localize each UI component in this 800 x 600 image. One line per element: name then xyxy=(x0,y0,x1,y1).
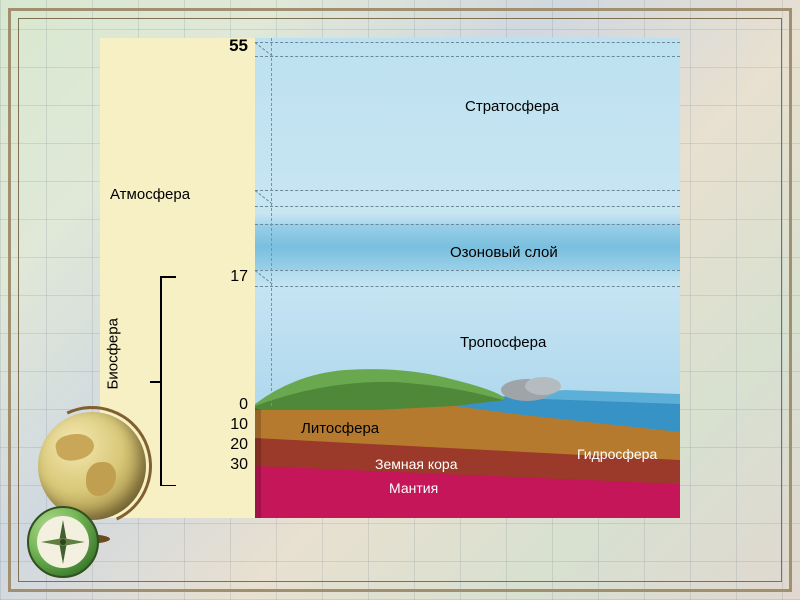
hydrosphere-label: Гидросфера xyxy=(577,446,657,462)
biosphere-label: Биосфера xyxy=(105,318,122,389)
dash-ozone-lower-back xyxy=(255,270,680,271)
dash-strat-top-front xyxy=(255,56,680,57)
compass-decoration xyxy=(27,506,99,578)
compass-face xyxy=(37,516,89,568)
layers-visual-panel: Стратосфера Озоновый слой Тропосфера xyxy=(255,38,680,518)
lithosphere-label: Литосфера xyxy=(301,420,379,437)
stratosphere-label: Стратосфера xyxy=(465,98,559,115)
atmosphere-label: Атмосфера xyxy=(110,186,190,203)
biosphere-bracket xyxy=(160,276,176,486)
compass-rose-icon xyxy=(37,516,89,568)
vertical-3d-axis xyxy=(271,38,273,406)
earth-layers-diagram: 55 Атмосфера 17 0 10 20 30 Биосфера Стра… xyxy=(100,38,680,518)
earth-cross-section xyxy=(255,366,680,518)
dash-ozone-upper-back xyxy=(255,190,680,191)
altitude-17: 17 xyxy=(218,268,248,286)
altitude-30: 30 xyxy=(218,456,248,474)
globe-continent-2 xyxy=(86,462,116,496)
altitude-0: 0 xyxy=(218,396,248,414)
mantle-label: Мантия xyxy=(389,480,438,496)
globe-sphere xyxy=(38,412,146,520)
dash-ozone-mid1 xyxy=(255,224,680,225)
dash-ozone-lower-front xyxy=(255,286,680,287)
ozone-label: Озоновый слой xyxy=(450,244,558,261)
dash-ozone-upper-front xyxy=(255,206,680,207)
dash-strat-top-back xyxy=(255,42,680,43)
crust-label: Земная кора xyxy=(375,456,458,472)
troposphere-label: Тропосфера xyxy=(460,334,546,351)
globe-continent xyxy=(54,430,97,463)
altitude-20: 20 xyxy=(218,436,248,454)
altitude-55: 55 xyxy=(218,36,248,56)
altitude-10: 10 xyxy=(218,416,248,434)
